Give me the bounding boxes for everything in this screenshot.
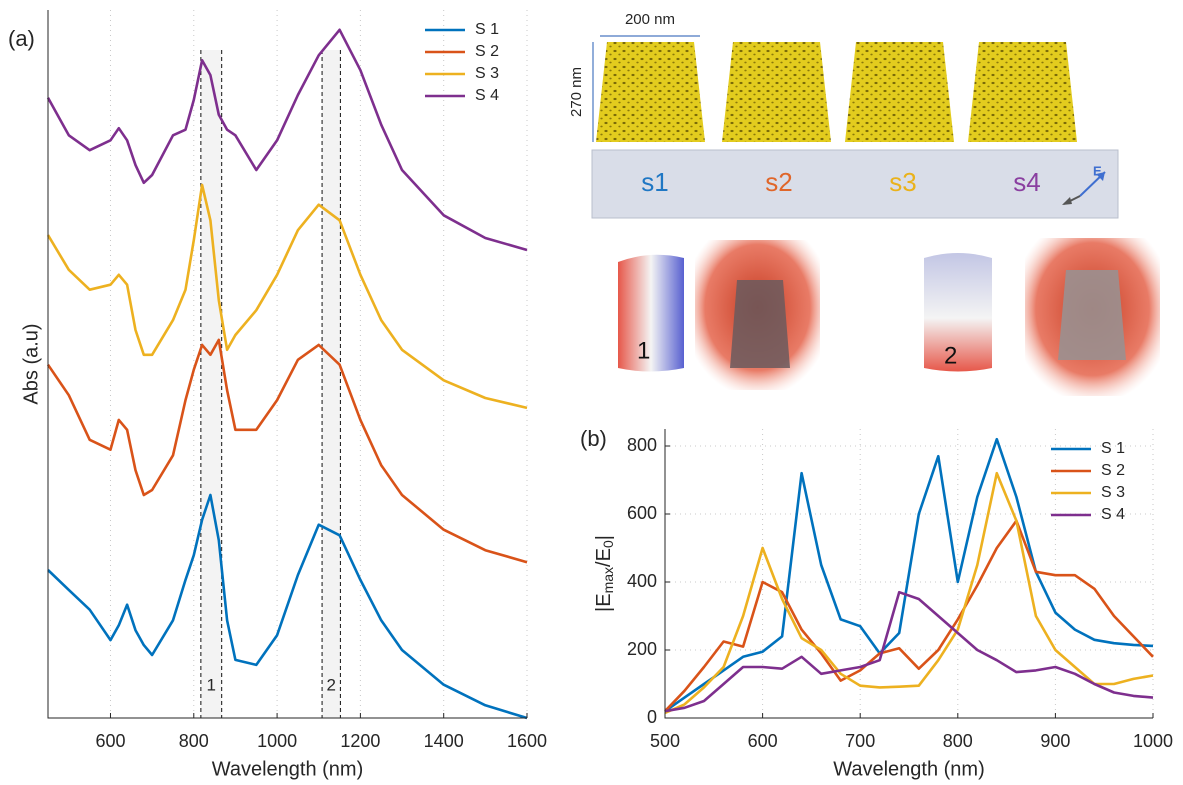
mode-label: 2 [944,342,957,369]
x-tick-label: 500 [650,731,680,751]
series-line [664,590,1154,713]
band [200,50,222,718]
mode-label: 1 [637,337,650,364]
series-line [664,519,1154,713]
y-axis-label-part: | [593,535,615,540]
axis-line [47,10,527,719]
nanostructure-diagram: 200 nm 270 nm s1 s2 s3 s4 E 1 2 [568,11,1160,396]
y-axis-label-part: |E [593,593,615,612]
nanostructure [968,42,1077,142]
series-line [664,437,1154,713]
legend-label: S 2 [1101,462,1125,479]
x-tick-label: 1600 [507,731,547,751]
legend-label: S 1 [475,21,499,38]
band [322,50,341,718]
height-label: 270 nm [568,67,585,117]
y-tick-label: 800 [627,435,657,455]
field-map-structure [1058,270,1126,360]
y-tick-label: 0 [647,707,657,727]
x-tick-label: 1000 [1133,731,1173,751]
y-tick-label: 400 [627,571,657,591]
x-tick-label: 700 [845,731,875,751]
x-tick-label: 900 [1040,731,1070,751]
sample-label: s1 [641,167,668,197]
x-axis-label: Wavelength (nm) [833,758,985,780]
x-tick-label: 1200 [340,731,380,751]
y-tick-label: 200 [627,639,657,659]
band-label: 2 [327,675,336,694]
y-axis-label-part: 0 [600,540,616,548]
y-axis-label-part: /E [593,548,615,567]
nanostructure [845,42,954,142]
series-line [46,338,528,564]
k-arrowhead [1062,197,1072,205]
legend-label: S 1 [1101,440,1125,457]
x-tick-label: 1400 [424,731,464,751]
field-map-structure [730,280,790,368]
band-label: 1 [207,675,216,694]
series-line [46,183,528,410]
legend-label: S 4 [475,87,499,104]
substrate [591,149,1119,219]
x-axis-label: Wavelength (nm) [212,758,364,780]
field-label: E [1093,163,1102,178]
series-line [47,493,528,720]
y-axis-label-part: max [600,567,616,593]
sample-label: s2 [765,167,792,197]
sample-label: s3 [889,167,916,197]
y-axis-label: |Emax/E0| [593,535,616,612]
nanostructure [722,42,831,142]
nanostructure [596,42,705,142]
y-axis-label: Abs (a.u) [20,323,42,404]
x-tick-label: 800 [179,731,209,751]
field-arrowhead [1096,172,1105,181]
x-tick-label: 600 [748,731,778,751]
mode-charge-map [618,254,684,372]
legend-label: S 2 [475,43,499,60]
y-tick-label: 600 [627,503,657,523]
x-tick-label: 1000 [257,731,297,751]
x-tick-label: 800 [943,731,973,751]
legend-label: S 4 [1101,506,1125,523]
panel-label: (a) [8,26,35,51]
x-tick-label: 600 [95,731,125,751]
series-line [664,471,1154,715]
width-label: 200 nm [625,11,675,28]
legend-label: S 3 [1101,484,1125,501]
mode-charge-map [924,253,992,372]
chart: 500 600 700 800 900 1000 0 200 400 600 800 Waveleng… [593,429,1173,780]
legend-label: S 3 [475,65,499,82]
chart: 1 2 600 800 1000 1200 1400 1600 Wavelength (nm) A… [20,10,547,780]
sample-label: s4 [1013,167,1040,197]
series-line [46,28,528,252]
panel-label: (b) [580,426,607,451]
